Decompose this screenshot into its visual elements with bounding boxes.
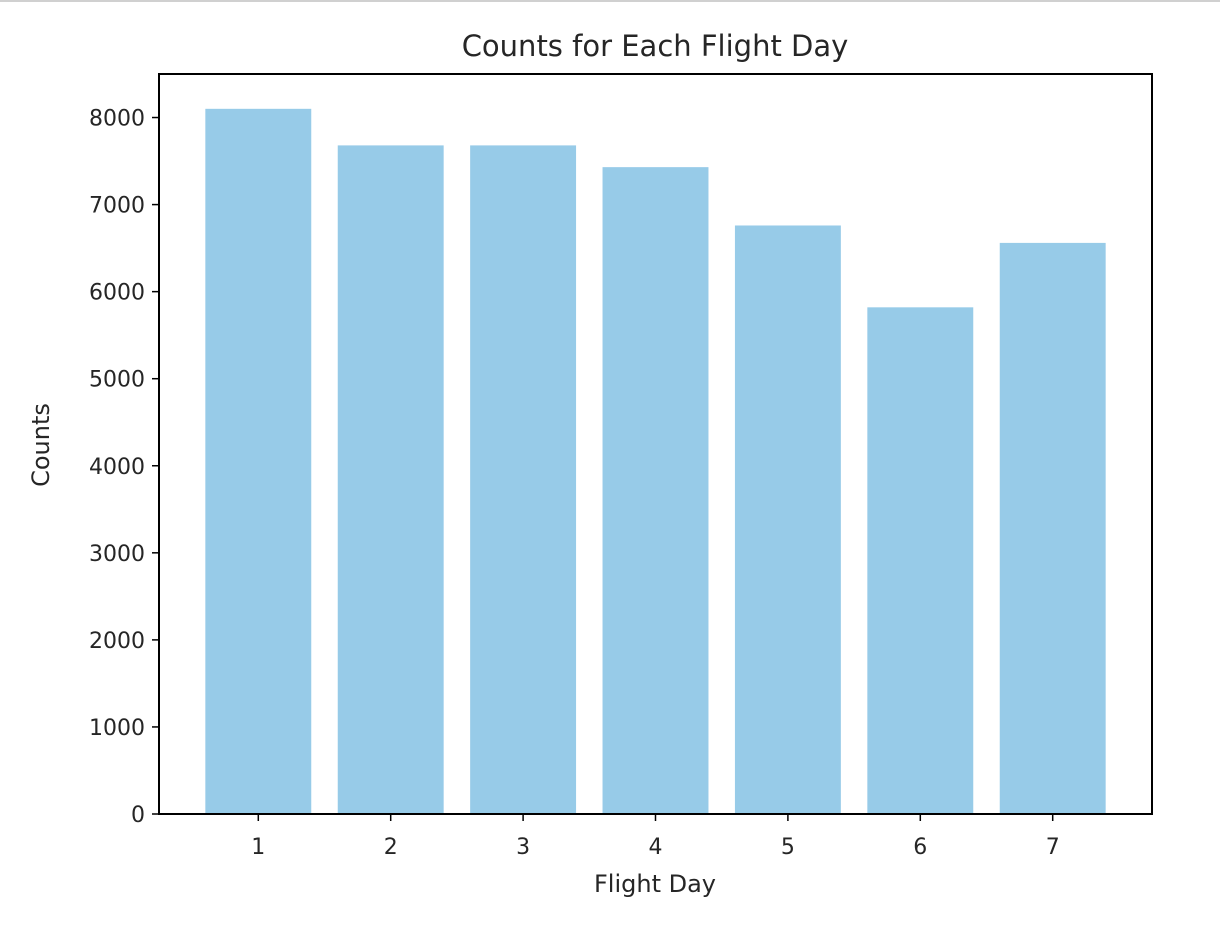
top-divider [0,0,1220,2]
x-tick-label: 6 [913,835,927,860]
y-tick-label: 4000 [89,455,145,480]
plot-frame [158,73,1153,815]
x-tick-label: 4 [649,835,663,860]
x-tick-label: 2 [384,835,398,860]
x-tick-label: 7 [1046,835,1060,860]
y-tick-label: 8000 [89,107,145,132]
bar-day-1 [205,108,312,814]
bar-day-3 [470,145,577,814]
y-tick-label: 5000 [89,368,145,393]
y-tick-label: 2000 [89,629,145,654]
x-axis-label: Flight Day [594,870,716,898]
bar-day-5 [734,225,841,814]
bar-day-2 [337,145,444,814]
y-tick-label: 7000 [89,194,145,219]
x-axis-ticks: 1 2 3 4 5 6 7 [251,814,1060,860]
y-axis-ticks: 0 1000 2000 3000 4000 5000 6000 7000 8000 [89,107,159,828]
bars-group [205,108,1106,815]
bar-day-4 [602,167,709,814]
x-tick-label: 5 [781,835,795,860]
y-tick-label: 0 [131,803,145,828]
bar-day-6 [867,307,974,814]
y-tick-label: 1000 [89,716,145,741]
bar-day-7 [999,242,1106,815]
y-tick-label: 3000 [89,542,145,567]
x-tick-label: 1 [251,835,265,860]
chart-title: Counts for Each Flight Day [462,29,849,63]
x-tick-label: 3 [516,835,530,860]
y-tick-label: 6000 [89,281,145,306]
y-axis-label: Counts [27,403,55,487]
